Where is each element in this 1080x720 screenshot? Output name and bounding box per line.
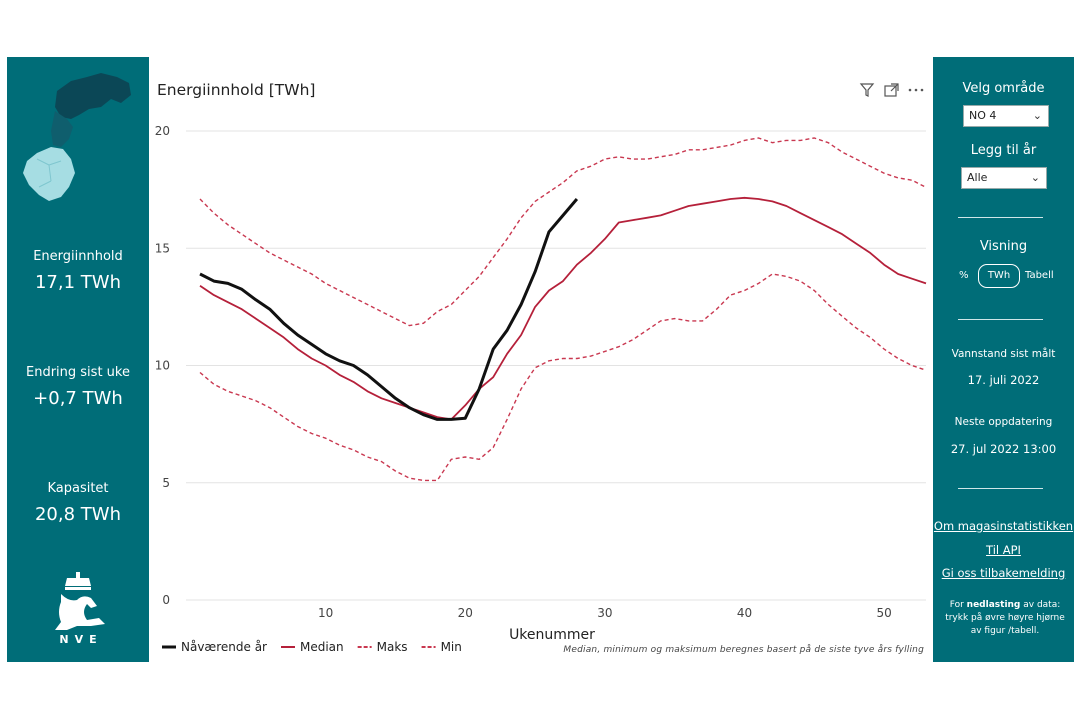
change-value: +0,7 TWh xyxy=(33,388,123,409)
download-note-bold: nedlasting xyxy=(966,600,1021,610)
nve-logo-text: NVE xyxy=(59,633,103,646)
series-line-1 xyxy=(199,196,927,421)
divider xyxy=(958,319,1043,320)
next-update-value: 27. jul 2022 13:00 xyxy=(950,442,1057,456)
measured-label: Vannstand sist målt xyxy=(951,348,1056,360)
view-twh-option[interactable]: TWh xyxy=(978,264,1020,288)
y-tick-label: 15 xyxy=(155,241,170,255)
norway-map-icon xyxy=(23,73,131,201)
area-select-value: NO 4 xyxy=(969,109,997,122)
energy-value: 17,1 TWh xyxy=(34,272,121,293)
year-select[interactable]: Alle ⌄ xyxy=(961,167,1047,189)
divider xyxy=(958,217,1043,218)
legend-label: Min xyxy=(441,640,462,654)
download-note-rest: av data: trykk på øvre høyre hjørne av f… xyxy=(945,600,1065,636)
area-select[interactable]: NO 4 ⌄ xyxy=(963,105,1049,127)
y-tick-label: 0 xyxy=(162,593,170,607)
chart-title: Energiinnhold [TWh] xyxy=(157,81,316,99)
chart-panel: Energiinnhold [TWh] 0 5 10 15 20 10 20 30 40 50 … xyxy=(152,57,930,662)
energy-line-chart: 0 5 10 15 20 10 20 30 40 50 Ukenummer Nåværende … xyxy=(155,124,927,654)
view-table-option[interactable]: Tabell xyxy=(1025,270,1054,281)
series-line-0 xyxy=(199,198,579,421)
x-axis-label: Ukenummer xyxy=(509,627,595,643)
view-percent-option[interactable]: % xyxy=(959,270,969,281)
divider xyxy=(958,488,1043,489)
chevron-down-icon: ⌄ xyxy=(1032,109,1042,122)
chart-footnote: Median, minimum og maksimum beregnes bas… xyxy=(563,645,924,655)
api-link[interactable]: Til API xyxy=(986,543,1021,557)
x-tick-label: 20 xyxy=(458,606,473,620)
y-tick-label: 5 xyxy=(162,476,170,490)
change-label: Endring sist uke xyxy=(26,365,130,380)
energy-stat: Energiinnhold 17,1 TWh xyxy=(7,249,149,295)
about-link[interactable]: Om magasinstatistikken xyxy=(933,519,1074,533)
year-select-value: Alle xyxy=(967,171,988,184)
y-tick-label: 20 xyxy=(155,124,170,138)
measured-value: 17. juli 2022 xyxy=(967,373,1040,387)
download-note-prefix: For xyxy=(949,600,967,610)
view-label: Visning xyxy=(979,239,1028,254)
capacity-stat: Kapasitet 20,8 TWh xyxy=(7,481,149,527)
chart-legend: Nåværende år Median Maks Min xyxy=(162,640,462,654)
legend-label: Median xyxy=(300,640,344,654)
focus-mode-icon[interactable] xyxy=(884,83,899,97)
capacity-label: Kapasitet xyxy=(47,481,109,496)
legend-label: Maks xyxy=(377,640,408,654)
change-stat: Endring sist uke +0,7 TWh xyxy=(7,365,149,411)
series-line-3 xyxy=(199,273,927,482)
next-update-label: Neste oppdatering xyxy=(954,416,1053,428)
left-panel: Energiinnhold 17,1 TWh Endring sist uke … xyxy=(7,57,149,662)
chevron-down-icon: ⌄ xyxy=(1030,171,1040,184)
y-tick-label: 10 xyxy=(155,359,170,373)
area-label: Velg område xyxy=(962,81,1045,96)
right-panel: Velg område NO 4 ⌄ Legg til år Alle ⌄ Vi… xyxy=(933,57,1074,662)
legend-label: Nåværende år xyxy=(181,640,267,654)
x-tick-label: 10 xyxy=(318,606,333,620)
series-line-2 xyxy=(199,137,927,327)
x-tick-label: 30 xyxy=(597,606,612,620)
view-toggle: % TWh Tabell xyxy=(933,264,1074,290)
x-tick-label: 40 xyxy=(737,606,752,620)
energy-label: Energiinnhold xyxy=(33,249,123,264)
nve-logo-icon xyxy=(55,572,105,630)
download-note: For nedlasting av data: trykk på øvre hø… xyxy=(943,599,1067,638)
feedback-link[interactable]: Gi oss tilbakemelding xyxy=(941,566,1066,580)
capacity-value: 20,8 TWh xyxy=(34,504,121,525)
more-options-icon[interactable] xyxy=(908,88,924,92)
x-tick-label: 50 xyxy=(876,606,891,620)
visual-header-icons xyxy=(859,83,924,97)
year-label: Legg til år xyxy=(970,143,1037,158)
filter-icon[interactable] xyxy=(859,83,875,97)
